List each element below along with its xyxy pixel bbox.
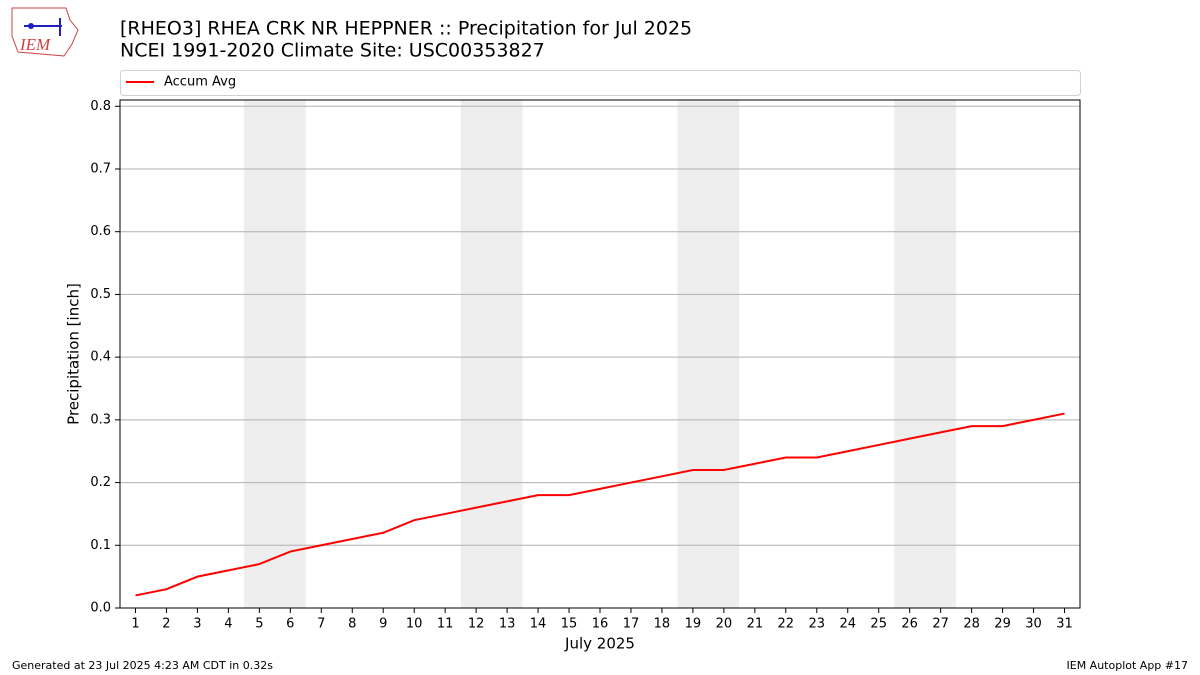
footer-right: IEM Autoplot App #17 bbox=[1067, 659, 1189, 672]
logo-outline bbox=[11, 7, 79, 57]
x-tick-label: 4 bbox=[224, 617, 232, 632]
chart-title: [RHEO3] RHEA CRK NR HEPPNER :: Precipita… bbox=[120, 18, 692, 40]
x-tick-label: 5 bbox=[255, 617, 263, 632]
x-tick-label: 30 bbox=[1025, 617, 1042, 632]
y-tick-label: 0.2 bbox=[90, 475, 111, 490]
weekend-shade bbox=[677, 100, 740, 608]
y-tick-label: 0.7 bbox=[90, 161, 111, 176]
weekend-shade bbox=[460, 100, 523, 608]
x-axis-label: July 2025 bbox=[564, 635, 635, 653]
x-tick-label: 20 bbox=[716, 617, 733, 632]
legend-box bbox=[120, 70, 1081, 96]
y-tick-label: 0.6 bbox=[90, 224, 111, 239]
y-tick-label: 0.0 bbox=[90, 601, 111, 616]
x-tick-label: 27 bbox=[932, 617, 949, 632]
x-tick-label: 22 bbox=[778, 617, 795, 632]
x-tick-label: 24 bbox=[839, 617, 856, 632]
x-tick-label: 17 bbox=[623, 617, 640, 632]
y-tick-label: 0.5 bbox=[90, 287, 111, 302]
x-tick-label: 12 bbox=[468, 617, 485, 632]
x-tick-label: 2 bbox=[162, 617, 170, 632]
x-tick-label: 8 bbox=[348, 617, 356, 632]
x-tick-label: 23 bbox=[809, 617, 826, 632]
x-tick-label: 13 bbox=[499, 617, 516, 632]
plot-frame bbox=[119, 99, 1081, 609]
x-tick-label: 19 bbox=[685, 617, 702, 632]
x-tick-label: 10 bbox=[406, 617, 423, 632]
logo: IEM bbox=[11, 7, 79, 57]
logo-dot bbox=[28, 23, 34, 29]
x-tick-label: 11 bbox=[437, 617, 454, 632]
footer-left: Generated at 23 Jul 2025 4:23 AM CDT in … bbox=[12, 659, 273, 672]
x-tick-label: 25 bbox=[870, 617, 887, 632]
x-tick-label: 15 bbox=[561, 617, 578, 632]
x-tick-label: 18 bbox=[654, 617, 671, 632]
x-tick-label: 9 bbox=[379, 617, 387, 632]
x-tick-label: 16 bbox=[592, 617, 609, 632]
y-tick-label: 0.1 bbox=[90, 538, 111, 553]
x-tick-label: 28 bbox=[963, 617, 980, 632]
x-tick-label: 6 bbox=[286, 617, 294, 632]
y-tick-label: 0.4 bbox=[90, 350, 111, 365]
legend-label: Accum Avg bbox=[164, 75, 236, 90]
x-tick-label: 21 bbox=[747, 617, 764, 632]
weekend-shade bbox=[894, 100, 957, 608]
y-tick-label: 0.8 bbox=[90, 99, 111, 114]
y-tick-label: 0.3 bbox=[90, 412, 111, 427]
x-tick-label: 1 bbox=[131, 617, 139, 632]
chart-subtitle: NCEI 1991-2020 Climate Site: USC00353827 bbox=[120, 40, 545, 62]
logo-text: IEM bbox=[19, 35, 51, 54]
x-tick-label: 29 bbox=[994, 617, 1011, 632]
data-line bbox=[135, 412, 1065, 597]
x-tick-label: 26 bbox=[901, 617, 918, 632]
x-tick-label: 3 bbox=[193, 617, 201, 632]
weekend-shade bbox=[243, 100, 306, 608]
x-tick-label: 31 bbox=[1056, 617, 1073, 632]
x-tick-label: 7 bbox=[317, 617, 325, 632]
y-axis-label: Precipitation [inch] bbox=[65, 283, 83, 425]
x-tick-label: 14 bbox=[530, 617, 547, 632]
